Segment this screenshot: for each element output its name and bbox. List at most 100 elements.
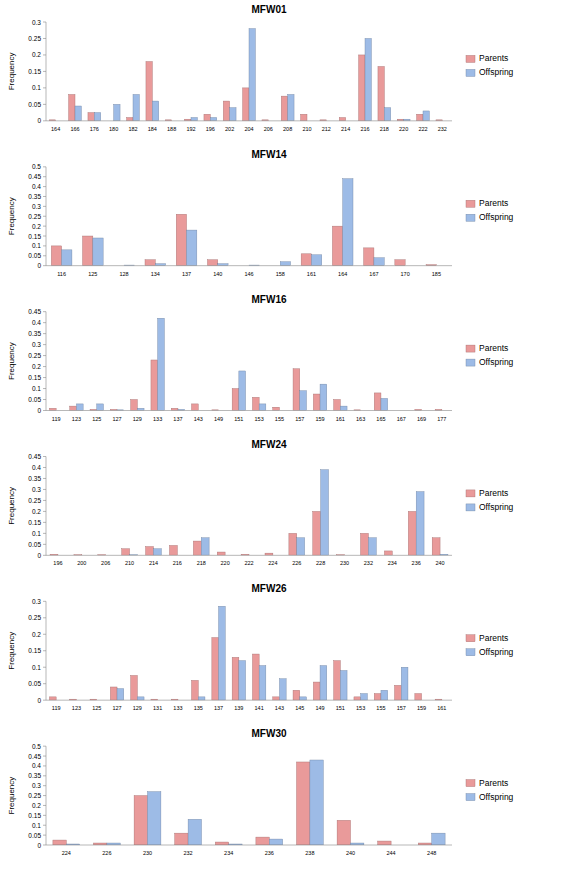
y-tick-label: 0.45: [28, 753, 41, 760]
x-tick-label: 220: [221, 560, 230, 566]
y-tick: [43, 700, 46, 701]
x-tick-label: 218: [197, 560, 206, 566]
x-tick-label: 204: [244, 126, 253, 132]
y-tick-label: 0.25: [28, 614, 41, 621]
x-tick-label: 226: [292, 560, 301, 566]
y-tick-label: 0.3: [32, 203, 41, 210]
y-tick-label: 0.15: [28, 647, 41, 654]
x-tick-label: 230: [340, 560, 349, 566]
y-tick-label: 0.15: [28, 519, 41, 526]
chart-root: MFW01Frequency00.050.10.150.20.250.31641…: [0, 0, 569, 869]
x-tick-label: 244: [387, 850, 396, 856]
bar: [207, 260, 217, 266]
bar: [210, 118, 216, 121]
bar: [230, 108, 236, 121]
bar: [281, 96, 287, 121]
bar: [88, 113, 94, 121]
panel: MFW01Frequency00.050.10.150.20.250.31641…: [7, 4, 514, 132]
x-tick-label: 236: [265, 850, 274, 856]
bar: [232, 657, 239, 700]
bar: [293, 690, 300, 700]
bar: [134, 796, 147, 845]
y-tick: [43, 478, 46, 479]
bar: [395, 685, 402, 700]
x-tick-label: 216: [173, 560, 182, 566]
x-tick-label: 177: [437, 416, 446, 422]
y-tick-label: 0.15: [28, 233, 41, 240]
bar: [201, 538, 209, 556]
x-axis: [46, 555, 452, 556]
legend-swatch: [466, 345, 475, 352]
y-tick-label: 0.15: [28, 68, 41, 75]
legend-swatch: [466, 55, 475, 62]
y-tick: [43, 805, 46, 806]
x-tick-label: 153: [356, 705, 365, 711]
x-tick-label: 169: [417, 416, 426, 422]
x-tick-label: 232: [438, 126, 447, 132]
title: MFW30: [252, 728, 287, 739]
y-tick: [43, 104, 46, 105]
y-tick-label: 0.35: [28, 330, 41, 337]
bar: [417, 114, 423, 121]
figure: MFW01Frequency00.050.10.150.20.250.31641…: [0, 0, 569, 869]
x-tick-label: 125: [92, 416, 101, 422]
legend-label: Parents: [479, 488, 508, 498]
y-tick: [43, 366, 46, 367]
bar: [256, 837, 269, 845]
bar: [273, 407, 280, 410]
y-tick-label: 0.1: [32, 242, 41, 249]
x-tick-label: 155: [376, 705, 385, 711]
y-tick-label: 0.5: [32, 163, 41, 170]
x-tick-label: 228: [316, 560, 325, 566]
bar: [169, 545, 177, 555]
x-tick-label: 137: [182, 271, 191, 277]
y-tick: [43, 120, 46, 121]
x-tick-label: 119: [52, 416, 61, 422]
bar: [340, 671, 347, 701]
bar: [171, 408, 178, 410]
y-tick-label: 0.3: [32, 341, 41, 348]
bar: [374, 258, 384, 266]
y-tick-label: 0.2: [32, 363, 41, 370]
x-tick-label: 236: [412, 560, 421, 566]
panel: MFW30Frequency00.050.10.150.20.250.30.35…: [7, 728, 514, 856]
x-tick-label: 230: [143, 850, 152, 856]
y-tick-label: 0.4: [32, 762, 41, 769]
y-tick: [43, 355, 46, 356]
legend-label: Parents: [479, 343, 508, 353]
y-axis-label: Frequency: [7, 53, 16, 91]
x-tick-label: 164: [338, 271, 347, 277]
bar: [343, 179, 353, 266]
x-tick-label: 155: [275, 416, 284, 422]
x-tick-label: 143: [194, 416, 203, 422]
legend-swatch: [466, 200, 475, 207]
y-tick: [43, 634, 46, 635]
bar: [310, 760, 323, 845]
bar: [219, 606, 226, 700]
y-tick-label: 0: [37, 407, 41, 414]
y-tick-label: 0.3: [32, 598, 41, 605]
x-tick-label: 137: [173, 416, 182, 422]
y-tick: [43, 511, 46, 512]
x-tick-label: 240: [346, 850, 355, 856]
bar: [69, 94, 75, 120]
legend-label: Parents: [479, 53, 508, 63]
x-tick-label: 137: [214, 705, 223, 711]
bar: [117, 689, 124, 701]
x-tick-label: 139: [234, 705, 243, 711]
legend-label: Parents: [479, 778, 508, 788]
y-tick-label: 0.25: [28, 792, 41, 799]
y-tick: [43, 683, 46, 684]
bar: [75, 106, 81, 121]
y-tick: [43, 166, 46, 167]
x-tick-label: 153: [255, 416, 264, 422]
legend-swatch: [466, 504, 475, 511]
x-tick-label: 226: [102, 850, 111, 856]
x-tick-label: 180: [109, 126, 118, 132]
legend-label: Parents: [479, 198, 508, 208]
bar: [215, 842, 228, 845]
y-axis-label: Frequency: [7, 487, 16, 525]
bars: [49, 318, 441, 410]
bar: [293, 369, 300, 411]
bar: [249, 29, 255, 121]
